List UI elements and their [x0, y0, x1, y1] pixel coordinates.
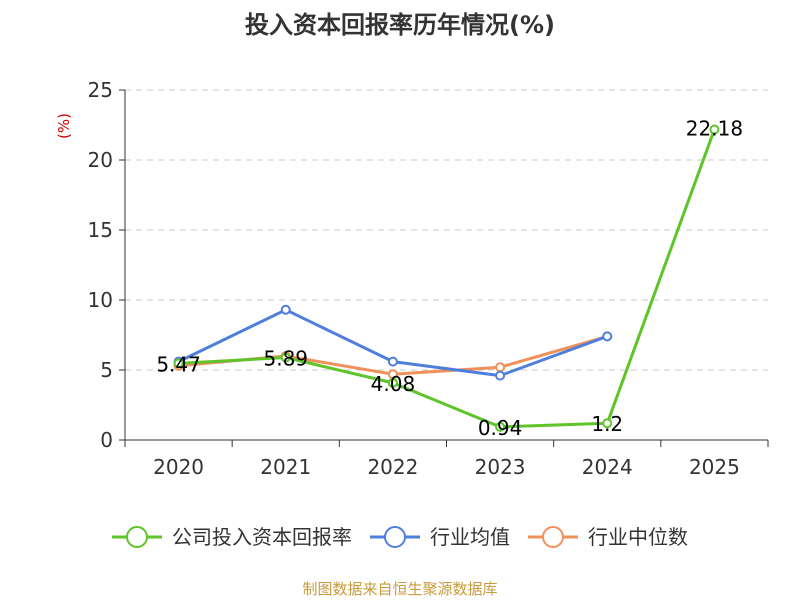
data-point[interactable]: [602, 418, 613, 429]
data-label: 22.18: [686, 116, 743, 140]
data-label: 5.47: [156, 352, 201, 376]
data-point[interactable]: [387, 356, 398, 367]
legend-label: 公司投入资本回报率: [172, 525, 352, 549]
legend[interactable]: 公司投入资本回报率 行业均值 行业中位数: [112, 525, 688, 549]
y-tick-label: 10: [88, 288, 113, 312]
y-tick-label: 20: [88, 148, 113, 172]
x-tick-label: 2021: [260, 455, 311, 479]
data-point[interactable]: [495, 421, 506, 432]
x-tick-label: 2025: [689, 455, 740, 479]
series-line: [178, 128, 716, 429]
data-point[interactable]: [387, 377, 398, 388]
legend-marker-icon: [542, 526, 564, 548]
y-tick-label: 5: [100, 358, 113, 382]
x-tick-label: 2020: [153, 455, 204, 479]
y-tick-label: 25: [88, 78, 113, 102]
y-tick-label: 15: [88, 218, 113, 242]
legend-item[interactable]: 行业均值: [370, 525, 510, 549]
legend-item[interactable]: 行业中位数: [528, 525, 688, 549]
data-label: 1.2: [591, 412, 623, 436]
data-point[interactable]: [709, 124, 720, 135]
data-labels: 5.47 5.89 4.08 0.94 1.2 22.18: [156, 116, 743, 439]
y-axis-unit: (%): [55, 113, 73, 139]
series-layer: [173, 124, 720, 432]
legend-marker-icon: [384, 526, 406, 548]
data-point[interactable]: [173, 358, 184, 369]
grid-lines: [125, 89, 768, 371]
chart-title: 投入资本回报率历年情况(%): [245, 11, 555, 39]
data-point[interactable]: [495, 370, 506, 381]
data-point[interactable]: [495, 362, 506, 373]
data-label: 0.94: [478, 416, 523, 440]
data-label: 5.89: [263, 347, 308, 371]
x-tick-label: 2022: [367, 455, 418, 479]
legend-marker-icon: [126, 526, 148, 548]
source-note: 制图数据来自恒生聚源数据库: [302, 580, 497, 598]
x-tick-label: 2023: [475, 455, 526, 479]
legend-label: 行业均值: [430, 525, 510, 549]
data-point[interactable]: [602, 331, 613, 342]
series-line: [178, 334, 608, 376]
data-point[interactable]: [280, 304, 291, 315]
data-point[interactable]: [280, 352, 291, 363]
legend-item[interactable]: 公司投入资本回报率: [112, 525, 352, 549]
x-tick-label: 2024: [582, 455, 633, 479]
legend-label: 行业中位数: [588, 525, 688, 549]
y-tick-label: 0: [100, 428, 113, 452]
data-label: 4.08: [371, 372, 416, 396]
